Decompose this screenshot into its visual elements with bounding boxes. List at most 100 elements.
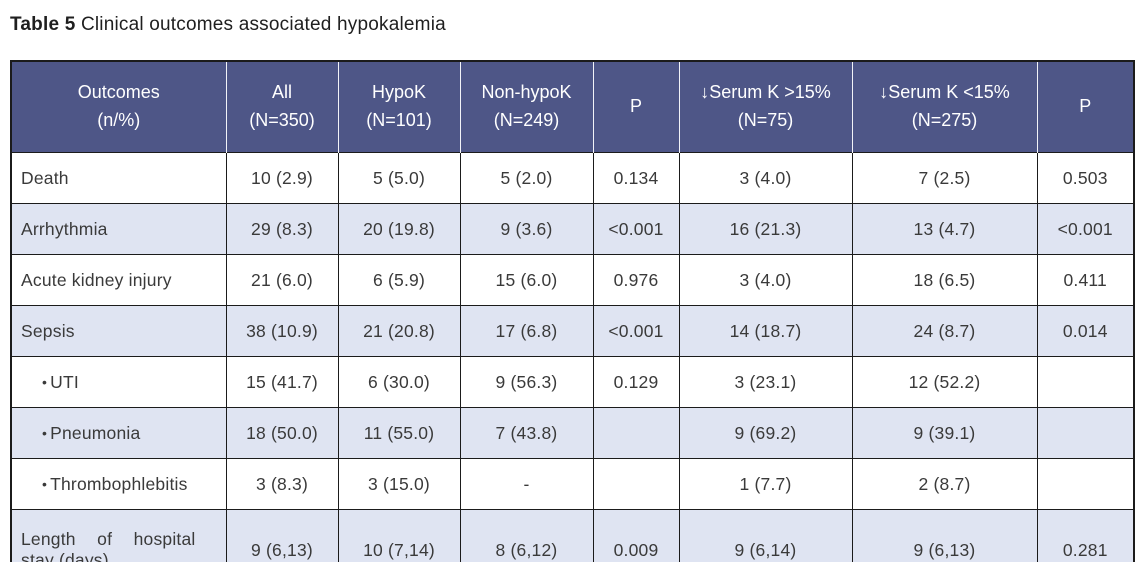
bullet-icon: •	[42, 475, 48, 492]
table-row-uti: • UTI 15 (41.7) 6 (30.0) 9 (56.3) 0.129 3…	[10, 356, 1135, 408]
table-title-number: Table 5	[10, 14, 76, 35]
bullet-icon: •	[42, 373, 48, 390]
data-cell: 0.411	[1036, 254, 1135, 306]
row-label-cell: • Thrombophlebitis	[10, 458, 227, 510]
header-line1: HypoK	[371, 82, 427, 103]
data-cell: 0.134	[592, 152, 680, 204]
row-label: Arrhythmia	[21, 218, 108, 239]
header-line1: P	[629, 96, 642, 117]
data-cell: 15 (6.0)	[459, 254, 594, 306]
data-cell: 2 (8.7)	[851, 458, 1038, 510]
data-cell: 3 (4.0)	[678, 254, 853, 306]
table-row-thrombophlebitis: • Thrombophlebitis 3 (8.3) 3 (15.0) - 1 (…	[10, 458, 1135, 510]
data-cell	[1036, 356, 1135, 408]
row-label-cell: Sepsis	[10, 305, 227, 357]
header-line2: (N=350)	[249, 110, 315, 130]
clinical-outcomes-table: Outcomes (n/%) All (N=350) HypoK (N=101) No…	[10, 60, 1135, 562]
data-cell: 15 (41.7)	[225, 356, 339, 408]
data-cell: 3 (4.0)	[678, 152, 853, 204]
header-line2: (N=75)	[737, 110, 794, 130]
col-header-hypok: HypoK (N=101)	[337, 61, 460, 153]
header-line1: All	[271, 82, 292, 103]
data-cell: 13 (4.7)	[851, 203, 1038, 255]
data-cell: 9 (69.2)	[678, 407, 853, 459]
table-row-acute-kidney-injury: Acute kidney injury 21 (6.0) 6 (5.9) 15 …	[10, 254, 1135, 306]
row-label: Sepsis	[21, 320, 75, 341]
data-cell: 12 (52.2)	[851, 356, 1038, 408]
data-cell: <0.001	[592, 305, 680, 357]
table-row-sepsis: Sepsis 38 (10.9) 21 (20.8) 17 (6.8) <0.0…	[10, 305, 1135, 357]
table-row-arrhythmia: Arrhythmia 29 (8.3) 20 (19.8) 9 (3.6) <0…	[10, 203, 1135, 255]
col-header-p2: P	[1036, 61, 1134, 153]
header-line1: ↓Serum K <15%	[879, 82, 1010, 103]
header-line1: P	[1079, 96, 1092, 117]
data-cell: 21 (20.8)	[337, 305, 461, 357]
data-cell: 14 (18.7)	[678, 305, 853, 357]
data-cell: 6 (30.0)	[337, 356, 461, 408]
col-header-outcomes: Outcomes (n/%)	[11, 61, 226, 153]
data-cell: 9 (6,14)	[678, 509, 853, 562]
row-label: Thrombophlebitis	[50, 473, 188, 494]
row-label: Length of hospital stay (days)	[21, 529, 196, 562]
data-cell: 16 (21.3)	[678, 203, 853, 255]
data-cell: 8 (6,12)	[459, 509, 594, 562]
row-label-cell: Length of hospital stay (days)	[10, 509, 227, 562]
data-cell: 0.014	[1036, 305, 1135, 357]
table-body: Death 10 (2.9) 5 (5.0) 5 (2.0) 0.134 3 (…	[10, 152, 1135, 562]
bullet-icon: •	[42, 424, 48, 441]
data-cell: 0.129	[592, 356, 680, 408]
col-header-all: All (N=350)	[225, 61, 338, 153]
table-title-text: Clinical outcomes associated hypokalemia	[75, 14, 446, 35]
data-cell: 9 (6,13)	[225, 509, 339, 562]
col-header-p1: P	[592, 61, 679, 153]
data-cell: 29 (8.3)	[225, 203, 339, 255]
row-label: UTI	[50, 371, 79, 392]
data-cell: 21 (6.0)	[225, 254, 339, 306]
table-row-length-of-hospital-stay: Length of hospital stay (days) 9 (6,13) …	[10, 509, 1135, 562]
row-label: Pneumonia	[50, 422, 141, 443]
data-cell: 24 (8.7)	[851, 305, 1038, 357]
data-cell: 3 (15.0)	[337, 458, 461, 510]
data-cell	[592, 458, 680, 510]
col-header-serum-k-drop-lt15: ↓Serum K <15% (N=275)	[851, 61, 1037, 153]
header-line1: Outcomes	[77, 82, 160, 103]
header-row: Outcomes (n/%) All (N=350) HypoK (N=101) No…	[11, 61, 1134, 153]
col-header-serum-k-drop-gt15: ↓Serum K >15% (N=75)	[678, 61, 852, 153]
header-line1: ↓Serum K >15%	[700, 82, 831, 103]
data-cell: 10 (7,14)	[337, 509, 461, 562]
data-cell: 38 (10.9)	[225, 305, 339, 357]
data-cell: 7 (2.5)	[851, 152, 1038, 204]
header-line1: Non-hypoK	[481, 82, 572, 103]
data-cell: 20 (19.8)	[337, 203, 461, 255]
table-header: Outcomes (n/%) All (N=350) HypoK (N=101) No…	[11, 61, 1134, 153]
row-label-cell: • UTI	[10, 356, 227, 408]
data-cell: 3 (23.1)	[678, 356, 853, 408]
header-line2: (n/%)	[97, 110, 141, 130]
data-cell: 9 (3.6)	[459, 203, 594, 255]
row-label-cell: Acute kidney injury	[10, 254, 227, 306]
row-label-cell: • Pneumonia	[10, 407, 227, 459]
data-cell	[592, 407, 680, 459]
data-cell: <0.001	[1036, 203, 1135, 255]
data-cell: 3 (8.3)	[225, 458, 339, 510]
data-cell: 0.503	[1036, 152, 1135, 204]
data-cell: 5 (2.0)	[459, 152, 594, 204]
data-cell: 9 (6,13)	[851, 509, 1038, 562]
col-header-non-hypok: Non-hypoK (N=249)	[459, 61, 593, 153]
data-cell: 18 (6.5)	[851, 254, 1038, 306]
data-cell: 11 (55.0)	[337, 407, 461, 459]
row-label-cell: Death	[10, 152, 227, 204]
row-label: Death	[21, 167, 69, 188]
data-cell: <0.001	[592, 203, 680, 255]
row-label-cell: Arrhythmia	[10, 203, 227, 255]
data-cell: 9 (39.1)	[851, 407, 1038, 459]
header-line2: (N=249)	[493, 110, 560, 130]
row-label: Acute kidney injury	[21, 269, 172, 290]
data-cell: 0.009	[592, 509, 680, 562]
header-line2: (N=275)	[911, 110, 978, 130]
header-line2: (N=101)	[366, 110, 432, 130]
data-cell: 9 (56.3)	[459, 356, 594, 408]
data-cell: 7 (43.8)	[459, 407, 594, 459]
table-row-pneumonia: • Pneumonia 18 (50.0) 11 (55.0) 7 (43.8) …	[10, 407, 1135, 459]
